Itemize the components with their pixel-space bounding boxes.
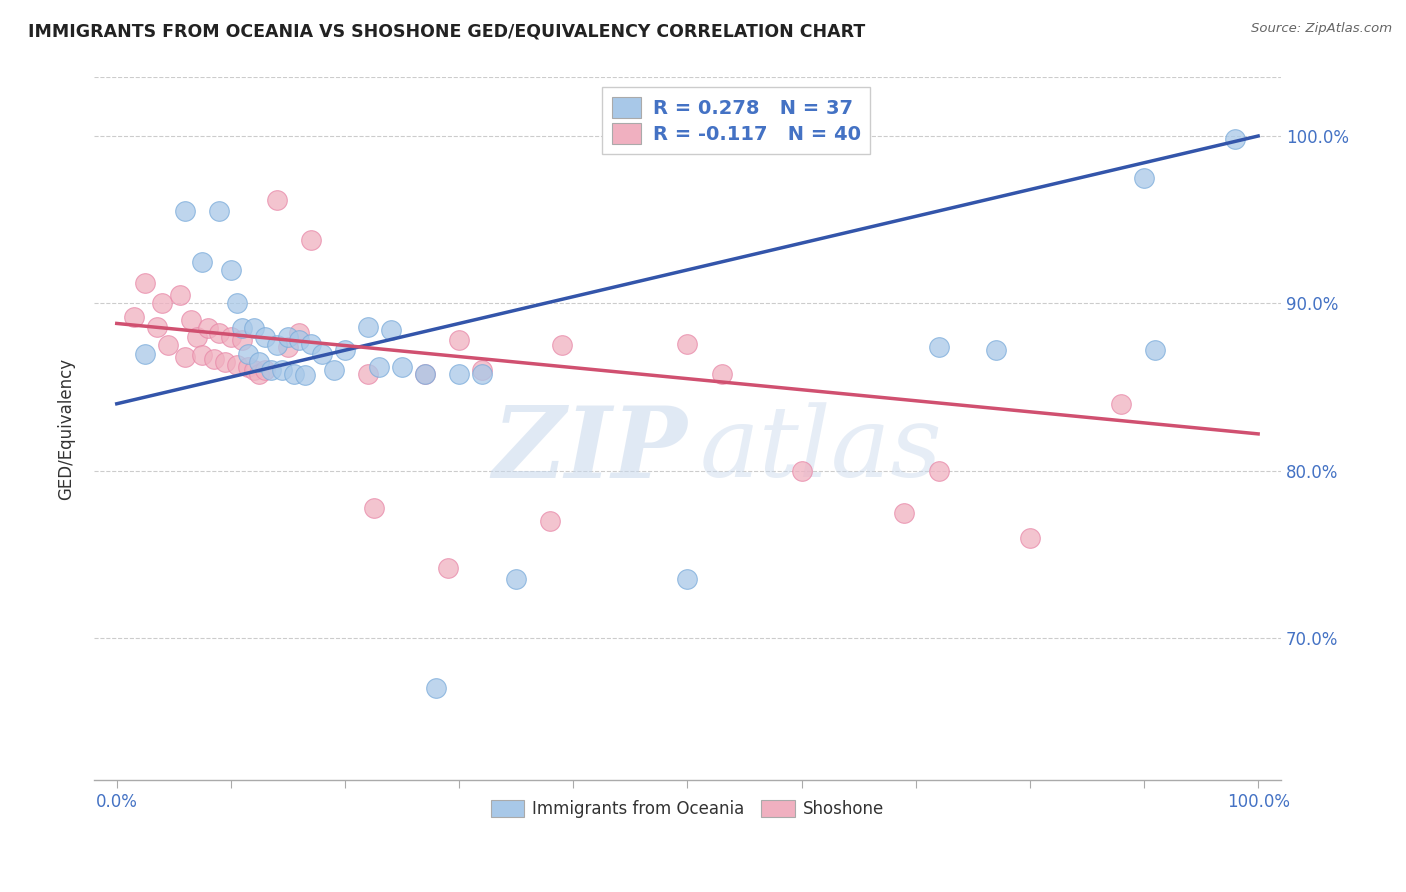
Point bbox=[299, 336, 322, 351]
Point bbox=[266, 193, 288, 207]
Point bbox=[219, 330, 242, 344]
Point bbox=[790, 464, 813, 478]
Point bbox=[893, 506, 915, 520]
Point bbox=[242, 363, 264, 377]
Point bbox=[322, 363, 344, 377]
Point bbox=[249, 367, 271, 381]
Point bbox=[134, 277, 156, 291]
Point bbox=[186, 330, 208, 344]
Point bbox=[202, 351, 225, 366]
Point bbox=[208, 326, 231, 341]
Y-axis label: GED/Equivalency: GED/Equivalency bbox=[58, 358, 75, 500]
Point bbox=[180, 313, 202, 327]
Point bbox=[294, 368, 316, 383]
Point bbox=[471, 367, 494, 381]
Point bbox=[299, 233, 322, 247]
Point bbox=[311, 346, 333, 360]
Point bbox=[208, 204, 231, 219]
Point bbox=[225, 359, 247, 373]
Point bbox=[928, 464, 950, 478]
Text: Source: ZipAtlas.com: Source: ZipAtlas.com bbox=[1251, 22, 1392, 36]
Point bbox=[676, 336, 699, 351]
Point bbox=[368, 359, 391, 374]
Point bbox=[710, 367, 733, 381]
Point bbox=[928, 340, 950, 354]
Text: IMMIGRANTS FROM OCEANIA VS SHOSHONE GED/EQUIVALENCY CORRELATION CHART: IMMIGRANTS FROM OCEANIA VS SHOSHONE GED/… bbox=[28, 22, 865, 40]
Point bbox=[1133, 170, 1156, 185]
Point bbox=[174, 204, 197, 219]
Point bbox=[260, 363, 283, 377]
Point bbox=[231, 321, 253, 335]
Point bbox=[1109, 397, 1132, 411]
Point bbox=[174, 350, 197, 364]
Point bbox=[363, 500, 385, 515]
Point bbox=[152, 296, 174, 310]
Point bbox=[413, 367, 436, 381]
Point bbox=[214, 355, 236, 369]
Point bbox=[288, 333, 311, 347]
Point bbox=[1144, 343, 1167, 358]
Point bbox=[236, 359, 259, 374]
Point bbox=[288, 326, 311, 341]
Point bbox=[540, 514, 562, 528]
Point bbox=[676, 573, 699, 587]
Point bbox=[254, 363, 277, 377]
Point bbox=[1018, 531, 1040, 545]
Point bbox=[277, 330, 299, 344]
Point bbox=[505, 573, 527, 587]
Point bbox=[191, 348, 214, 362]
Point bbox=[333, 343, 356, 358]
Point bbox=[357, 367, 380, 381]
Point bbox=[471, 363, 494, 377]
Point bbox=[271, 363, 294, 377]
Point bbox=[145, 319, 167, 334]
Point bbox=[984, 343, 1007, 358]
Point bbox=[231, 333, 253, 347]
Point bbox=[266, 338, 288, 352]
Point bbox=[236, 346, 259, 360]
Point bbox=[134, 346, 156, 360]
Point bbox=[169, 288, 191, 302]
Text: ZIP: ZIP bbox=[492, 401, 688, 499]
Text: atlas: atlas bbox=[699, 402, 942, 498]
Point bbox=[225, 296, 247, 310]
Point bbox=[197, 321, 219, 335]
Point bbox=[436, 561, 458, 575]
Point bbox=[449, 333, 471, 347]
Point bbox=[254, 330, 277, 344]
Point bbox=[551, 338, 574, 352]
Point bbox=[1225, 132, 1247, 146]
Point bbox=[283, 367, 305, 381]
Point bbox=[425, 681, 447, 696]
Point bbox=[249, 355, 271, 369]
Point bbox=[242, 321, 264, 335]
Point bbox=[157, 338, 180, 352]
Point bbox=[380, 323, 402, 337]
Point bbox=[122, 310, 145, 324]
Point bbox=[219, 263, 242, 277]
Point bbox=[391, 359, 413, 374]
Point bbox=[277, 340, 299, 354]
Legend: Immigrants from Oceania, Shoshone: Immigrants from Oceania, Shoshone bbox=[484, 793, 891, 825]
Point bbox=[449, 367, 471, 381]
Point bbox=[413, 367, 436, 381]
Point bbox=[191, 254, 214, 268]
Point bbox=[357, 319, 380, 334]
